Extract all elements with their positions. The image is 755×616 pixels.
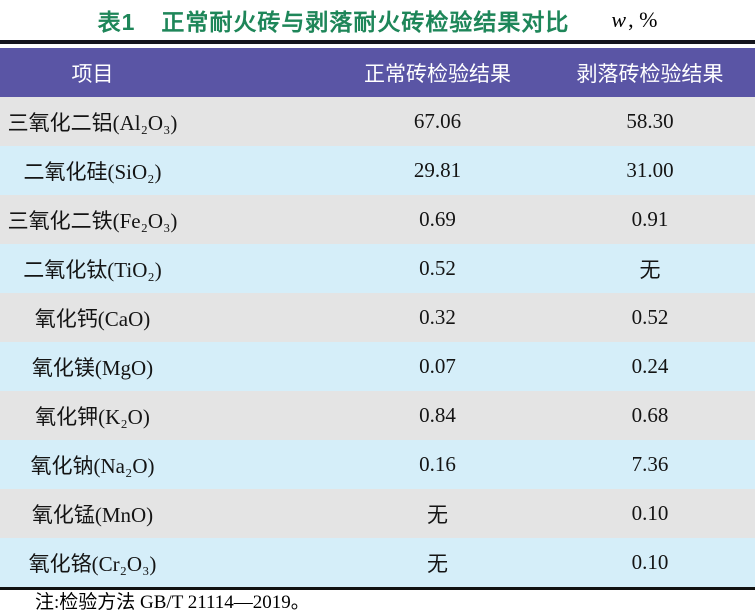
row-normal-value: 0.69	[419, 207, 456, 231]
table-row: 二氧化硅(SiO₂) 29.81 31.00	[0, 146, 755, 195]
table-row: 三氧化二铝(Al₂O₃) 67.06 58.30	[0, 97, 755, 146]
unit-percent: , %	[628, 7, 658, 32]
table-top-rule	[0, 40, 755, 44]
row-item-label: 氧化镁(MgO)	[31, 355, 154, 380]
row-normal-value: 无	[427, 502, 448, 527]
row-spalled-value: 31.00	[626, 158, 674, 182]
row-spalled-value: 0.10	[631, 501, 669, 525]
row-normal-value: 0.32	[419, 305, 456, 329]
row-normal-value: 0.16	[419, 452, 456, 476]
table-row: 三氧化二铁(Fe₂O₃) 0.69 0.91	[0, 195, 755, 244]
row-normal-value: 0.84	[419, 403, 456, 427]
row-spalled-value: 58.30	[626, 109, 674, 133]
row-spalled-value: 0.24	[631, 354, 669, 378]
table-title-text: 正常耐火砖与剥落耐火砖检验结果对比	[161, 9, 570, 35]
table-row: 氧化镁(MgO) 0.07 0.24	[0, 342, 755, 391]
table-row: 氧化铬(Cr₂O₃) 无 0.10	[0, 538, 755, 587]
row-item-label: 二氧化钛(TiO₂)	[23, 257, 162, 282]
table-note: 注:检验方法 GB/T 21114—2019。	[35, 592, 310, 613]
table-row: 二氧化钛(TiO₂) 0.52 无	[0, 244, 755, 293]
column-header-spalled-brick: 剥落砖检验结果	[576, 62, 724, 86]
table-caption: 表1 正常耐火砖与剥落耐火砖检验结果对比 w, %	[0, 0, 755, 40]
column-header-normal-brick: 正常砖检验结果	[364, 62, 511, 86]
row-spalled-value: 0.68	[631, 403, 669, 427]
row-item-label: 氧化钠(Na₂O)	[30, 453, 155, 478]
row-spalled-value: 7.36	[631, 452, 669, 476]
row-item-label: 氧化锰(MnO)	[31, 502, 154, 527]
data-table: 项目 正常砖检验结果 剥落砖检验结果 三氧化二铝(Al₂O₃) 67.06 58…	[0, 48, 755, 587]
row-spalled-value: 0.10	[631, 550, 669, 574]
table-number: 表1	[97, 9, 136, 35]
row-item-label: 三氧化二铁(Fe₂O₃)	[7, 208, 178, 233]
table-header-row: 项目 正常砖检验结果 剥落砖检验结果	[0, 48, 755, 97]
row-normal-value: 0.52	[419, 256, 456, 280]
unit-symbol-w: w	[611, 7, 627, 32]
table-row: 氧化钠(Na₂O) 0.16 7.36	[0, 440, 755, 489]
row-item-label: 氧化铬(Cr₂O₃)	[28, 551, 157, 576]
table-row: 氧化钾(K₂O) 0.84 0.68	[0, 391, 755, 440]
row-normal-value: 29.81	[413, 158, 462, 182]
table-bottom-rule	[0, 587, 755, 590]
row-item-label: 氧化钙(CaO)	[34, 306, 151, 331]
row-normal-value: 67.06	[413, 109, 462, 133]
row-spalled-value: 0.91	[631, 207, 669, 231]
table-row: 氧化锰(MnO) 无 0.10	[0, 489, 755, 538]
row-spalled-value: 0.52	[631, 305, 669, 329]
row-spalled-value: 无	[639, 257, 661, 282]
column-header-item: 项目	[71, 62, 114, 86]
row-item-label: 氧化钾(K₂O)	[35, 404, 150, 429]
row-item-label: 二氧化硅(SiO₂)	[23, 159, 162, 184]
row-item-label: 三氧化二铝(Al₂O₃)	[7, 110, 178, 135]
row-normal-value: 无	[427, 551, 448, 576]
row-normal-value: 0.07	[419, 354, 456, 378]
table-row: 氧化钙(CaO) 0.32 0.52	[0, 293, 755, 342]
table-unit-label: w, %	[611, 7, 657, 33]
